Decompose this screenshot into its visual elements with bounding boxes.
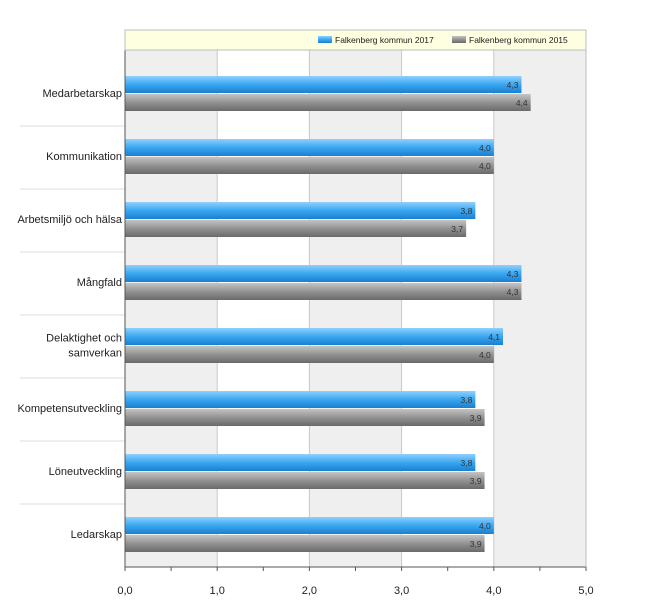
data-label-2017: 4,0 [479, 143, 491, 153]
bar-2015 [125, 535, 485, 552]
x-tick-label: 5,0 [578, 585, 593, 597]
bars: 4,3 4,4 4,0 4,0 3,8 3,7 4,3 4,3 4,1 4,0 3,8 3,9 3,8 3… [125, 76, 531, 552]
data-label-2015: 4,4 [516, 98, 528, 108]
category-label: Kompetensutveckling [17, 403, 122, 415]
category-label: Kommunikation [46, 151, 122, 163]
data-label-2017: 3,8 [461, 206, 473, 216]
legend-swatch-2 [452, 36, 466, 43]
data-label-2015: 4,0 [479, 350, 491, 360]
bar-2017 [125, 328, 504, 345]
plot-background [125, 50, 586, 567]
x-tick-label: 3,0 [394, 585, 409, 597]
data-label-2015: 3,7 [451, 224, 463, 234]
x-tick-label: 2,0 [302, 585, 317, 597]
data-label-2017: 4,1 [488, 332, 500, 342]
data-label-2017: 3,8 [461, 395, 473, 405]
bar-2017 [125, 391, 476, 408]
bar-2017 [125, 517, 494, 534]
x-tick-label: 0,0 [117, 585, 132, 597]
legend-label-1: Falkenberg kommun 2017 [335, 35, 434, 45]
bar-2015 [125, 346, 494, 363]
bar-2015 [125, 472, 485, 489]
legend: Falkenberg kommun 2017 Falkenberg kommun … [124, 29, 587, 51]
data-label-2017: 4,0 [479, 521, 491, 531]
bar-2015 [125, 157, 494, 174]
data-label-2017: 4,3 [507, 269, 519, 279]
bar-2015 [125, 220, 467, 237]
x-tick-label: 4,0 [486, 585, 501, 597]
category-label: samverkan [68, 348, 122, 360]
bar-2017 [125, 265, 522, 282]
bar-2017 [125, 202, 476, 219]
plot-band [125, 50, 218, 567]
plot-band [309, 50, 402, 567]
plot-band [493, 50, 586, 567]
category-label: Löneutveckling [49, 466, 122, 478]
legend-box [124, 29, 587, 51]
data-label-2017: 4,3 [507, 80, 519, 90]
bar-2017 [125, 139, 494, 156]
legend-swatch-1 [318, 36, 332, 43]
data-label-2015: 4,3 [507, 287, 519, 297]
bar-2015 [125, 94, 531, 111]
category-label: Medarbetarskap [43, 88, 123, 100]
x-tick-label: 1,0 [210, 585, 225, 597]
data-label-2017: 3,8 [461, 458, 473, 468]
data-label-2015: 3,9 [470, 539, 482, 549]
data-label-2015: 3,9 [470, 413, 482, 423]
legend-label-2: Falkenberg kommun 2015 [469, 35, 568, 45]
bar-2017 [125, 76, 522, 93]
category-label: Mångfald [77, 277, 122, 289]
bar-2015 [125, 409, 485, 426]
data-label-2015: 4,0 [479, 161, 491, 171]
data-label-2015: 3,9 [470, 476, 482, 486]
category-label: Arbetsmiljö och hälsa [17, 214, 122, 226]
axes: Medarbetarskap Kommunikation Arbetsmiljö o… [17, 30, 594, 597]
plot-band [217, 50, 310, 567]
category-label: Ledarskap [71, 529, 122, 541]
bar-2015 [125, 283, 522, 300]
category-label: Delaktighet och [46, 333, 122, 345]
plot-band [401, 50, 494, 567]
bar-2017 [125, 454, 476, 471]
